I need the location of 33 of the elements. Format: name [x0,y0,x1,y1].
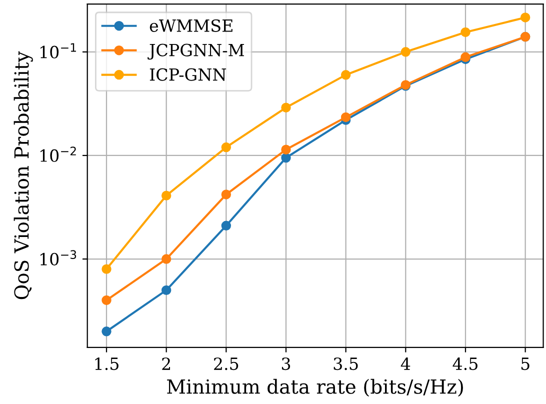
point [221,190,232,200]
x-tick-label: 4 [400,357,410,370]
legend-label: ICP-GNN [150,68,226,81]
point [281,102,291,112]
point [221,142,232,152]
x-tick-label: 3.5 [334,357,358,370]
x-tick-label: 1.5 [95,357,118,370]
point [161,254,172,264]
point [102,326,112,336]
legend-label: JCPGNN-M [148,44,244,60]
point [340,70,351,80]
x-tick-label: 5 [521,358,530,370]
point [520,12,530,22]
x-tick-label: 2.5 [214,357,238,370]
point [281,152,291,163]
x-tick-label: 3 [282,357,290,370]
point [161,190,172,200]
x-tick-label: 4.5 [452,357,478,370]
x-axis-title: Minimum data rate (bits/s/Hz) [167,378,463,397]
y-tick-label: 10$^{−1}$ [40,43,76,58]
point [102,264,112,274]
x-tick-label: 2 [162,357,170,370]
point [161,285,172,296]
point [102,295,112,306]
y-axis-title: QoS Violation Probability [14,51,33,300]
y-tick-label: 10$^{−3}$ [40,250,76,266]
point [281,144,291,154]
y-tick-label: 10$^{−2}$ [40,146,76,162]
legend-label: eWMMSE [150,19,232,32]
point [460,27,470,38]
point [340,112,351,122]
point [400,47,411,57]
point [221,220,232,231]
